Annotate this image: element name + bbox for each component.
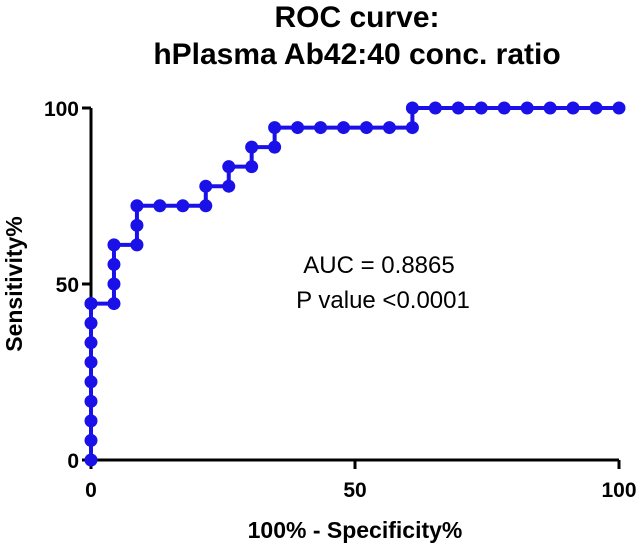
roc-point bbox=[84, 355, 98, 369]
chart-title-line-1: ROC curve: bbox=[274, 1, 439, 34]
chart-title-line-2: hPlasma Ab42:40 conc. ratio bbox=[153, 38, 560, 71]
x-axis-label: 100% - Specificity% bbox=[248, 517, 463, 543]
y-tick-label: 0 bbox=[67, 450, 79, 473]
roc-point bbox=[107, 238, 121, 252]
roc-point bbox=[84, 297, 98, 311]
roc-point bbox=[268, 140, 282, 154]
roc-point bbox=[84, 414, 98, 428]
roc-point bbox=[153, 199, 167, 213]
roc-point bbox=[291, 121, 305, 135]
roc-point bbox=[474, 101, 488, 115]
roc-point bbox=[268, 121, 282, 135]
y-tick-label: 50 bbox=[56, 274, 79, 297]
roc-point bbox=[245, 140, 259, 154]
roc-point bbox=[107, 297, 121, 311]
roc-point bbox=[222, 179, 236, 193]
roc-point bbox=[130, 199, 144, 213]
roc-point bbox=[359, 121, 373, 135]
roc-point bbox=[520, 101, 534, 115]
roc-point bbox=[245, 160, 259, 174]
roc-point bbox=[130, 238, 144, 252]
auc-annotation: AUC = 0.8865 bbox=[303, 252, 454, 279]
roc-point bbox=[543, 101, 557, 115]
roc-point bbox=[337, 121, 351, 135]
x-tick-label: 0 bbox=[85, 479, 97, 502]
series-group bbox=[84, 101, 626, 467]
axes bbox=[89, 108, 619, 462]
roc-point bbox=[107, 277, 121, 291]
roc-point bbox=[314, 121, 328, 135]
roc-point bbox=[451, 101, 465, 115]
x-tick-label: 100 bbox=[601, 479, 636, 502]
roc-point bbox=[84, 375, 98, 389]
roc-point bbox=[84, 336, 98, 350]
roc-point bbox=[130, 218, 144, 232]
roc-point bbox=[222, 160, 236, 174]
roc-point bbox=[84, 433, 98, 447]
roc-point bbox=[405, 121, 419, 135]
roc-point bbox=[176, 199, 190, 213]
x-tick-label: 50 bbox=[343, 479, 366, 502]
roc-curve-line bbox=[89, 106, 619, 460]
roc-point bbox=[497, 101, 511, 115]
p-value-annotation: P value <0.0001 bbox=[296, 287, 470, 314]
roc-point bbox=[199, 199, 213, 213]
roc-point bbox=[84, 316, 98, 330]
roc-point bbox=[405, 101, 419, 115]
roc-point bbox=[199, 179, 213, 193]
roc-point bbox=[566, 101, 580, 115]
y-tick-label: 100 bbox=[44, 98, 79, 121]
roc-point bbox=[84, 453, 98, 467]
y-axis-label: Sensitivity% bbox=[1, 216, 27, 352]
roc-point bbox=[107, 257, 121, 271]
roc-point bbox=[589, 101, 603, 115]
ticks: 0 50 100 0 50 100 bbox=[44, 98, 637, 502]
roc-point bbox=[612, 101, 626, 115]
roc-point bbox=[84, 394, 98, 408]
roc-point bbox=[382, 121, 396, 135]
roc-point bbox=[428, 101, 442, 115]
